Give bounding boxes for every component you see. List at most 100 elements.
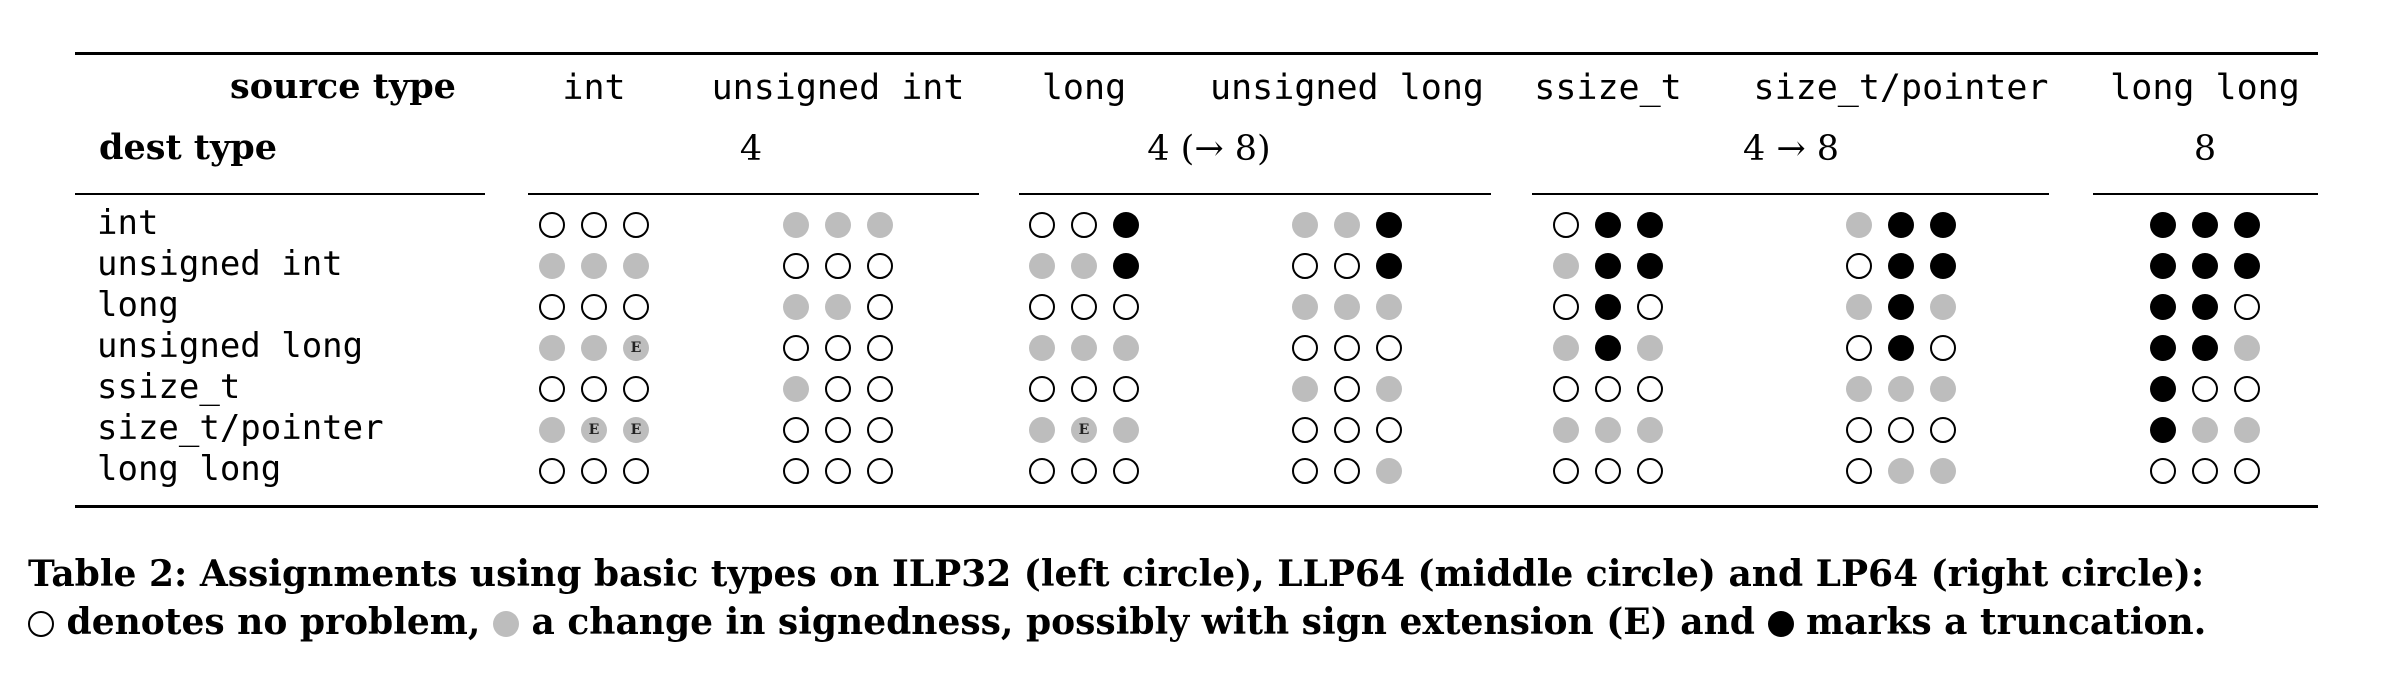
no-problem-circle-icon <box>1113 293 1139 320</box>
truncation-circle-icon <box>1113 211 1139 238</box>
no-problem-circle-icon <box>867 416 893 443</box>
result-cell <box>2150 415 2260 444</box>
signedness-circle-icon <box>581 252 607 279</box>
truncation-circle-icon <box>2192 334 2218 361</box>
result-cell <box>539 456 649 485</box>
no-problem-circle-icon <box>1334 252 1360 279</box>
source-type-header: ssize_t <box>1534 68 1682 108</box>
signedness-circle-icon <box>867 211 893 238</box>
dest-type-row-label: ssize_t <box>97 367 241 407</box>
signedness-circle-icon <box>2234 334 2260 361</box>
truncation-circle-icon <box>2150 375 2176 402</box>
sign-extension-circle-icon: E <box>1071 416 1097 443</box>
no-problem-circle-icon <box>867 375 893 402</box>
no-problem-circle-icon <box>1595 375 1621 402</box>
result-cell <box>1292 333 1402 362</box>
no-problem-circle-icon <box>825 334 851 361</box>
truncation-circle-icon <box>2150 416 2176 443</box>
no-problem-circle-icon <box>1029 457 1055 484</box>
signedness-circle-icon <box>1553 252 1579 279</box>
dest-type-row-label: unsigned long <box>97 326 364 366</box>
group-rule-4to8 <box>1532 193 2049 195</box>
no-problem-circle-icon <box>1113 375 1139 402</box>
signedness-circle-icon <box>1071 252 1097 279</box>
truncation-circle-icon <box>2192 252 2218 279</box>
result-cell <box>1846 251 1956 280</box>
result-cell <box>783 292 893 321</box>
no-problem-circle-icon <box>539 375 565 402</box>
source-type-header: long long <box>2110 68 2300 108</box>
result-cell <box>1846 210 1956 239</box>
no-problem-circle-icon <box>1376 334 1402 361</box>
truncation-circle-icon <box>1376 252 1402 279</box>
no-problem-circle-icon <box>581 211 607 238</box>
source-type-header: unsigned long <box>1210 68 1484 108</box>
truncation-circle-icon <box>1888 211 1914 238</box>
group-rule-8 <box>2093 193 2318 195</box>
no-problem-circle-icon <box>581 293 607 320</box>
truncation-circle-icon <box>1595 334 1621 361</box>
result-cell <box>783 251 893 280</box>
result-cell <box>1846 292 1956 321</box>
result-cell <box>1029 251 1139 280</box>
result-cell: E <box>539 333 649 362</box>
signedness-circle-icon <box>1553 334 1579 361</box>
no-problem-circle-icon <box>2192 375 2218 402</box>
result-cell <box>1029 333 1139 362</box>
result-cell <box>783 415 893 444</box>
signedness-circle-icon <box>1888 457 1914 484</box>
truncation-circle-icon <box>1888 293 1914 320</box>
truncation-circle-icon <box>1767 611 1794 637</box>
result-cell <box>2150 292 2260 321</box>
no-problem-circle-icon <box>623 457 649 484</box>
dest-type-row-label: unsigned int <box>97 244 343 284</box>
no-problem-circle-icon <box>1071 375 1097 402</box>
no-problem-circle-icon <box>825 375 851 402</box>
signedness-circle-icon <box>783 211 809 238</box>
sign-extension-circle-icon: E <box>581 416 607 443</box>
signedness-circle-icon <box>581 334 607 361</box>
result-cell <box>1029 374 1139 403</box>
no-problem-circle-icon <box>2234 457 2260 484</box>
result-cell <box>2150 210 2260 239</box>
result-cell <box>1553 210 1663 239</box>
signedness-circle-icon <box>1292 293 1318 320</box>
truncation-circle-icon <box>2192 211 2218 238</box>
result-cell <box>1292 251 1402 280</box>
group-rule-4 <box>528 193 979 195</box>
no-problem-circle-icon <box>1553 293 1579 320</box>
result-cell <box>1029 456 1139 485</box>
no-problem-circle-icon <box>1553 375 1579 402</box>
dest-size-header: 4 (→ 8) <box>1147 129 1271 169</box>
signedness-circle-icon <box>1846 211 1872 238</box>
truncation-circle-icon <box>2192 293 2218 320</box>
truncation-circle-icon <box>1637 252 1663 279</box>
caption-truncation: marks a truncation. <box>1806 601 2207 643</box>
signedness-circle-icon <box>1637 334 1663 361</box>
no-problem-circle-icon <box>1595 457 1621 484</box>
dest-type-label: dest type <box>99 127 278 168</box>
no-problem-circle-icon <box>1553 457 1579 484</box>
source-type-header: long <box>1041 68 1127 108</box>
no-problem-circle-icon <box>867 252 893 279</box>
truncation-circle-icon <box>1595 252 1621 279</box>
signedness-circle-icon <box>1029 252 1055 279</box>
signedness-circle-icon <box>1376 293 1402 320</box>
signedness-circle-icon <box>539 334 565 361</box>
no-problem-circle-icon <box>1930 334 1956 361</box>
signedness-circle-icon <box>1846 293 1872 320</box>
result-cell <box>783 333 893 362</box>
bottom-rule <box>75 505 2318 508</box>
signedness-circle-icon <box>2234 416 2260 443</box>
result-cell <box>1553 415 1663 444</box>
signedness-circle-icon <box>492 611 519 637</box>
no-problem-circle-icon <box>623 375 649 402</box>
no-problem-circle-icon <box>539 211 565 238</box>
result-cell <box>1553 456 1663 485</box>
group-rule-labels <box>75 193 485 195</box>
no-problem-circle-icon <box>1029 211 1055 238</box>
no-problem-circle-icon <box>1553 211 1579 238</box>
source-type-header: int <box>562 68 626 108</box>
signedness-circle-icon <box>1292 375 1318 402</box>
